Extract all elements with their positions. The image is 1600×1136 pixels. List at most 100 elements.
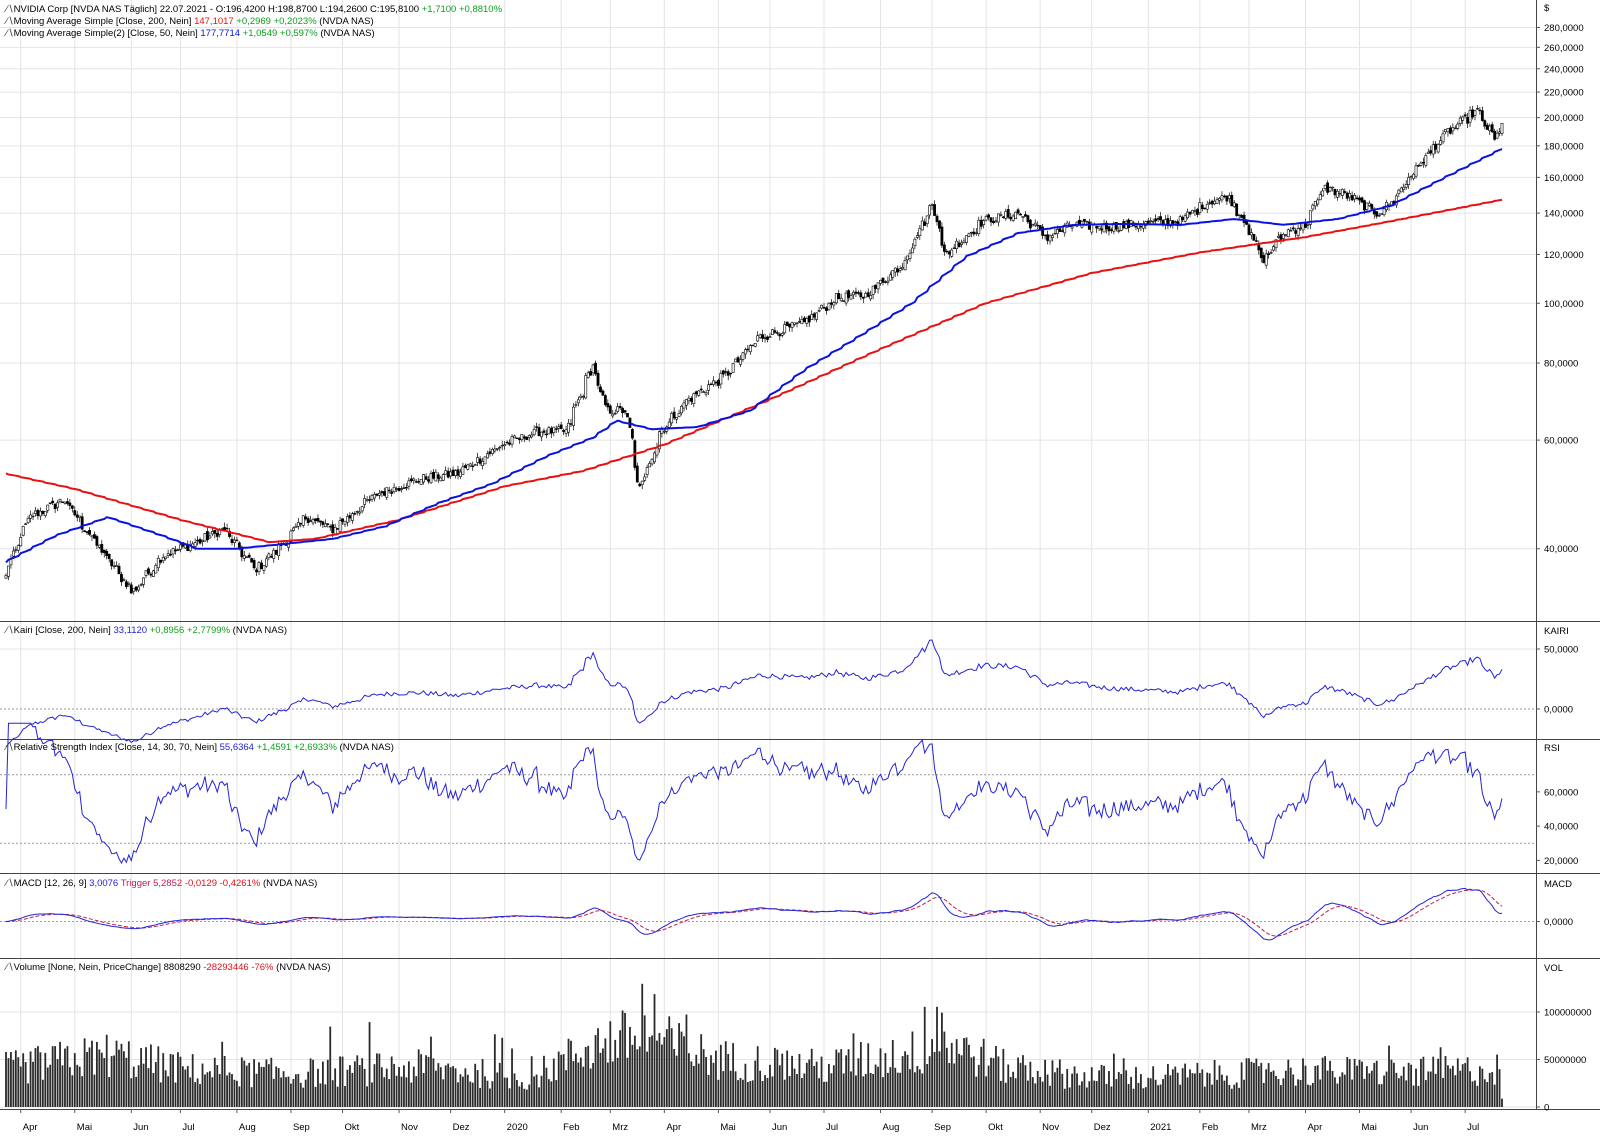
volume-bar: [513, 1073, 516, 1107]
candle-body: [1326, 182, 1329, 193]
candle-body: [591, 364, 595, 374]
volume-bar: [1390, 1059, 1393, 1107]
candle-body: [53, 503, 57, 510]
volume-bar: [759, 1070, 762, 1107]
candle-body: [500, 444, 504, 447]
volume-bar: [292, 1079, 295, 1107]
candle-body: [513, 435, 516, 439]
candle-body: [43, 510, 47, 516]
volume-bar: [1201, 1069, 1204, 1107]
candle-body: [677, 413, 681, 417]
candle-body: [1149, 220, 1153, 222]
volume-bar: [422, 1073, 425, 1107]
volume-bar: [260, 1066, 263, 1107]
volume-bar: [1073, 1066, 1076, 1107]
candle-body: [80, 516, 84, 530]
candle-body: [417, 481, 421, 483]
price-legend[interactable]: ⁄∖NVIDIA Corp [NVDA NAS Täglich] 22.07.2…: [4, 4, 503, 15]
volume-tick-label: 100000000: [1544, 1008, 1592, 1019]
candle-body: [1208, 202, 1212, 204]
price-tick-label: 240,0000: [1544, 64, 1584, 75]
volume-bar: [1356, 1065, 1358, 1107]
candle-body: [576, 399, 580, 404]
volume-bar: [1483, 1079, 1486, 1107]
volume-bar: [12, 1059, 15, 1107]
candle-body: [1284, 234, 1288, 236]
volume-bar: [380, 1067, 383, 1107]
macd-legend[interactable]: ⁄∖MACD [12, 26, 9] 3,0076 Trigger 5,2852…: [4, 878, 317, 889]
candle-body: [1461, 116, 1465, 121]
volume-bar: [1041, 1081, 1044, 1107]
volume-bar: [648, 1036, 651, 1107]
candle-body: [380, 491, 384, 494]
candle-body: [262, 565, 266, 571]
candle-body: [707, 384, 710, 391]
volume-bar: [61, 1065, 64, 1107]
candle-body: [1014, 211, 1018, 220]
candle-body: [174, 549, 177, 552]
volume-bar: [1061, 1073, 1064, 1107]
volume-bar: [1302, 1058, 1304, 1107]
volume-bar: [1078, 1085, 1081, 1107]
candle-body: [1306, 224, 1310, 226]
candle-body: [247, 554, 251, 558]
volume-bar: [1405, 1080, 1408, 1107]
volume-bar: [631, 1044, 634, 1107]
volume-bar: [1493, 1084, 1496, 1107]
volume-bar: [1395, 1072, 1398, 1107]
volume-bar: [1299, 1079, 1302, 1107]
volume-bar: [1410, 1064, 1413, 1107]
ma200-legend[interactable]: ⁄∖Moving Average Simple [Close, 200, Nei…: [4, 16, 374, 27]
volume-bar: [1307, 1084, 1309, 1107]
kairi-legend[interactable]: ⁄∖Kairi [Close, 200, Nein] 33,1120 +0,89…: [4, 625, 287, 636]
candle-body: [363, 498, 367, 505]
volume-bar: [1397, 1078, 1400, 1107]
candle-body: [950, 249, 954, 257]
volume-bar: [646, 1051, 649, 1107]
volume-bar: [302, 1087, 305, 1107]
candle-body: [292, 527, 295, 531]
candle-body: [864, 293, 868, 298]
rsi-legend[interactable]: ⁄∖Relative Strength Index [Close, 14, 30…: [4, 742, 394, 753]
volume-bar: [1088, 1081, 1091, 1107]
volume-legend[interactable]: ⁄∖Volume [None, Nein, PriceChange] 88082…: [4, 962, 331, 973]
volume-bar: [773, 1047, 776, 1107]
candle-body: [1417, 165, 1420, 167]
volume-bar: [867, 1043, 870, 1107]
volume-bar: [491, 1081, 494, 1107]
volume-bar: [626, 1057, 629, 1107]
volume-bar: [277, 1068, 280, 1107]
volume-bar: [39, 1052, 42, 1107]
candle-body: [785, 321, 789, 326]
volume-bar: [825, 1081, 828, 1107]
volume-bar: [673, 1049, 676, 1107]
volume-bar: [835, 1049, 838, 1107]
candle-body: [436, 474, 440, 479]
month-label: Nov: [1042, 1122, 1059, 1133]
volume-bar: [353, 1061, 356, 1107]
ma50-legend[interactable]: ⁄∖Moving Average Simple(2) [Close, 50, N…: [4, 28, 375, 39]
candle-body: [1215, 199, 1219, 204]
volume-bar: [270, 1057, 273, 1107]
candle-body: [903, 260, 907, 271]
candle-body: [1286, 229, 1290, 238]
volume-bar: [368, 1022, 371, 1107]
volume-bar: [159, 1082, 162, 1107]
candle-body: [820, 304, 823, 309]
volume-bar: [19, 1066, 22, 1107]
candle-body: [203, 533, 207, 542]
candle-body: [319, 520, 322, 523]
month-label: Aug: [239, 1122, 256, 1133]
candle-body: [1419, 162, 1423, 166]
candle-body: [1237, 214, 1241, 217]
candle-body: [486, 453, 489, 459]
volume-bar: [1486, 1082, 1489, 1107]
candle-body: [495, 448, 499, 450]
volume-bar: [1085, 1087, 1088, 1107]
volume-bar: [371, 1082, 373, 1107]
candle-body: [965, 235, 968, 243]
candle-body: [1245, 220, 1248, 225]
candle-body: [210, 531, 214, 535]
candle-body: [1304, 223, 1307, 228]
candle-body: [225, 527, 229, 530]
